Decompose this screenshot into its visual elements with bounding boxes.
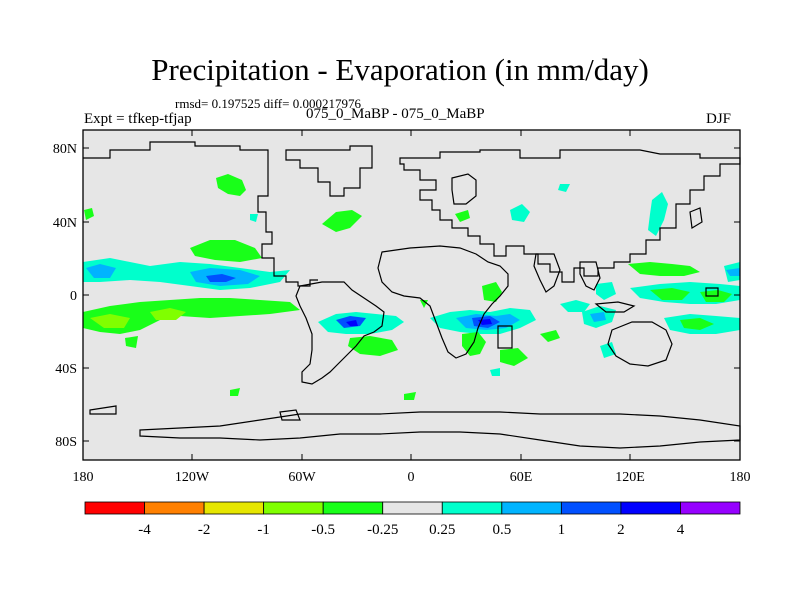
anomaly-patch <box>482 282 502 302</box>
anomaly-patch <box>190 240 262 262</box>
y-tick-label: 0 <box>70 289 77 304</box>
colorbar-label: 0.25 <box>429 522 455 538</box>
colorbar-label: 4 <box>677 522 685 538</box>
colorbar-swatch <box>620 501 681 515</box>
colorbar-label: -4 <box>138 522 151 538</box>
coastline-japan <box>689 207 703 229</box>
anomaly-patch <box>404 392 416 400</box>
stats-label: rmsd= 0.197525 diff= 0.000217976 <box>175 96 361 111</box>
coastline-antarctica <box>89 405 117 415</box>
coastline-south-america <box>295 281 385 385</box>
anomaly-patch <box>558 184 570 192</box>
coastline-north-america <box>83 141 318 287</box>
x-tick-label: 180 <box>730 470 751 485</box>
y-tick-label: 40S <box>55 362 77 377</box>
colorbar-swatch <box>382 501 443 515</box>
anomaly-patch <box>510 204 530 222</box>
x-tick-label: 120W <box>175 470 210 485</box>
y-tick-label: 80S <box>55 435 77 450</box>
coastline-seasia <box>579 261 601 291</box>
anomaly-patch <box>628 262 700 276</box>
case-label: 075_0_MaBP - 075_0_MaBP <box>306 106 485 122</box>
x-axis <box>82 130 741 460</box>
anomaly-patch <box>150 308 186 320</box>
y-tick-label: 40N <box>53 216 77 231</box>
anomaly-patch <box>90 314 130 328</box>
anomaly-patch <box>490 368 500 376</box>
anomaly-patch <box>540 330 560 342</box>
anomaly-patch <box>346 320 358 326</box>
anomaly-patch <box>680 318 714 330</box>
colorbar-label: 0.5 <box>492 522 511 538</box>
x-tick-label: 60W <box>288 470 316 485</box>
coastline-eurasia <box>399 149 741 283</box>
colorbar-label: -1 <box>257 522 270 538</box>
x-tick-label: 120E <box>615 470 645 485</box>
coastline-antarctica-peninsula <box>279 409 301 421</box>
season-label: DJF <box>706 111 732 127</box>
coastline-africa <box>377 245 509 359</box>
anomaly-patch <box>206 274 236 282</box>
colorbar-swatch <box>144 501 205 515</box>
map-background <box>83 130 740 460</box>
colorbar-labels: -4 -2 -1 -0.5 -0.25 0.25 0.5 1 2 4 <box>138 522 684 538</box>
coastline-madagascar <box>497 325 513 349</box>
colorbar-swatch <box>263 501 324 515</box>
page-title: Precipitation - Evaporation (in mm/day) <box>151 52 649 87</box>
colorbar-label: -2 <box>198 522 211 538</box>
anomaly-patch <box>230 388 240 396</box>
anomaly-patch <box>86 264 116 278</box>
x-tick-label: 60E <box>510 470 533 485</box>
anomaly-patch <box>590 312 606 322</box>
x-tick-label: 180 <box>73 470 94 485</box>
experiment-label: Expt = tfkep-tfjap <box>84 111 192 127</box>
colorbar-swatch <box>203 501 265 515</box>
anomaly-patch <box>596 282 616 300</box>
coastline-india <box>533 253 561 293</box>
anomaly-patch <box>648 192 668 236</box>
anomaly-patch <box>600 342 616 358</box>
colorbar-swatch <box>680 501 741 515</box>
anomaly-patch <box>726 268 740 276</box>
coastline-australia <box>607 321 673 367</box>
colorbar-label: 2 <box>617 522 625 538</box>
colorbar <box>84 501 741 515</box>
colorbar-label: -0.25 <box>367 522 398 538</box>
colorbar-label: 1 <box>558 522 566 538</box>
anomaly-fills <box>83 174 740 400</box>
y-tick-label: 80N <box>53 142 77 157</box>
anomaly-patch <box>420 300 428 308</box>
anomaly-patch <box>250 214 258 222</box>
coastline-indonesia <box>594 301 636 313</box>
colorbar-swatch <box>441 501 503 515</box>
anomaly-patch <box>216 174 246 196</box>
anomaly-patch <box>455 210 470 222</box>
y-axis <box>83 147 740 442</box>
coastline-greenland <box>285 145 373 197</box>
anomaly-patch <box>650 288 690 300</box>
colorbar-swatch <box>84 501 145 515</box>
colorbar-swatch <box>322 501 384 515</box>
anomaly-patch <box>560 300 590 312</box>
anomaly-patch <box>84 208 94 220</box>
colorbar-swatch <box>501 501 562 515</box>
colorbar-swatch <box>560 501 622 515</box>
coastline-island <box>705 287 719 297</box>
x-tick-label: 0 <box>408 470 415 485</box>
anomaly-patch <box>83 298 300 334</box>
coastline-scandinavia <box>451 173 477 205</box>
anomaly-patch <box>125 336 138 348</box>
anomaly-patch <box>322 210 362 232</box>
colorbar-label: -0.5 <box>311 522 335 538</box>
anomaly-patch <box>500 348 528 366</box>
